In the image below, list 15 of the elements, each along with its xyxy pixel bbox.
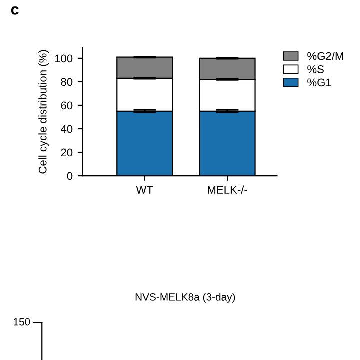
y-tick-label: 60 — [61, 102, 73, 110]
x-tick-label: MELK-/- — [208, 186, 248, 194]
text: NVS-MELK8a (3-day) — [136, 293, 236, 303]
y-tick-label: 20 — [61, 148, 73, 157]
y-tick-label: 100 — [55, 54, 73, 63]
text: c — [11, 6, 19, 15]
y-tick-label: 80 — [61, 78, 73, 86]
legend-label: %S — [308, 66, 324, 74]
y-axis-title: Cell cycle distribution (%) — [38, 50, 49, 174]
y-tick-label: 0 — [67, 172, 73, 180]
legend-label: %G1 — [308, 78, 332, 87]
x-tick-label: WT — [136, 186, 154, 194]
text: 150 — [14, 318, 30, 326]
legend-label: %G2/M — [308, 52, 344, 60]
y-tick-label: 40 — [60, 125, 73, 134]
